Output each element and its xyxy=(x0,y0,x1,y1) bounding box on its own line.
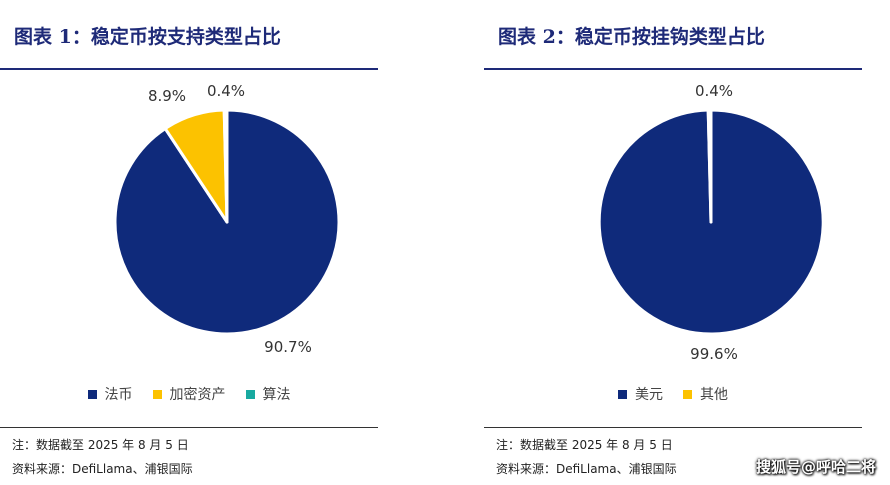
legend-item: 美元 xyxy=(618,384,663,404)
data-label: 0.4% xyxy=(695,82,733,100)
chart-panel-1: 图表 1：稳定币按支持类型占比 90.7% 8.9% 0.4% 法币 加密资产 算法 注… xyxy=(0,0,378,485)
pie-slice xyxy=(706,108,713,224)
data-label: 90.7% xyxy=(264,338,312,356)
chart-panel-2: 图表 2：稳定币按挂钩类型占比 99.6% 0.4% 美元 其他 注：数据截至 20… xyxy=(484,0,862,485)
data-label: 99.6% xyxy=(690,345,738,363)
legend-item: 其他 xyxy=(683,384,728,404)
chart-note: 注：数据截至 2025 年 8 月 5 日 xyxy=(496,438,673,452)
data-label: 0.4% xyxy=(207,82,245,100)
footer-divider xyxy=(484,427,862,428)
title-divider xyxy=(484,68,862,70)
pie-chart: 99.6% 0.4% xyxy=(597,82,825,363)
legend-item: 加密资产 xyxy=(152,384,226,404)
legend-swatch xyxy=(683,389,692,399)
pie-chart: 90.7% 8.9% 0.4% xyxy=(113,82,341,356)
legend-swatch xyxy=(87,389,97,399)
footer-divider xyxy=(0,427,378,428)
legend-label: 法币 xyxy=(104,387,133,403)
legend-item: 法币 xyxy=(87,384,133,404)
chart-title: 图表 2：稳定币按挂钩类型占比 xyxy=(498,26,765,48)
data-label: 8.9% xyxy=(148,87,186,105)
chart-source: 资料来源：DefiLlama、浦银国际 xyxy=(12,462,193,476)
legend-label: 美元 xyxy=(635,387,663,403)
chart-legend: 法币 加密资产 算法 xyxy=(0,384,378,404)
chart-title: 图表 1：稳定币按支持类型占比 xyxy=(14,26,281,48)
chart-source: 资料来源：DefiLlama、浦银国际 xyxy=(496,462,677,476)
legend-label: 算法 xyxy=(262,387,291,403)
legend-swatch xyxy=(152,389,162,399)
watermark: 搜狐号@呼哈二将 xyxy=(755,458,876,476)
legend-label: 其他 xyxy=(700,387,728,403)
legend-item: 算法 xyxy=(245,384,291,404)
chart-note: 注：数据截至 2025 年 8 月 5 日 xyxy=(12,438,189,452)
legend-swatch xyxy=(618,389,627,399)
legend-swatch xyxy=(245,389,255,399)
pie-slice xyxy=(222,108,229,224)
title-divider xyxy=(0,68,378,70)
legend-label: 加密资产 xyxy=(169,387,226,403)
chart-legend: 美元 其他 xyxy=(484,384,862,404)
